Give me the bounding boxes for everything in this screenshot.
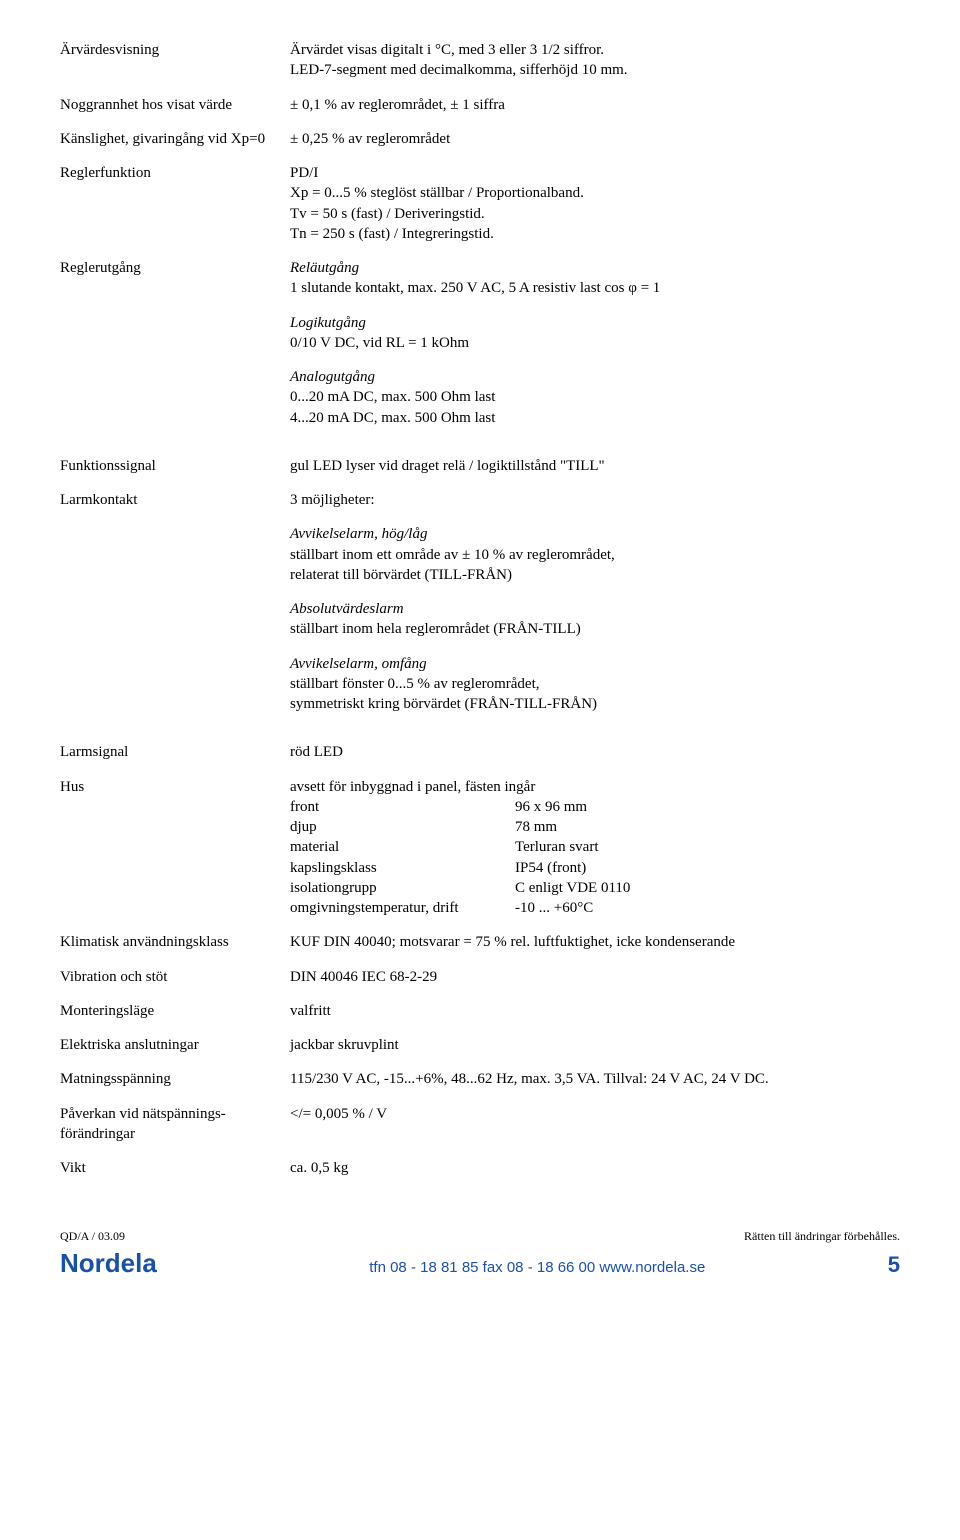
line: 0/10 V DC, vid RL = 1 kOhm	[290, 333, 900, 353]
subhead: Analogutgång	[290, 367, 900, 387]
subhead: Logikutgång	[290, 313, 900, 333]
value: Reläutgång 1 slutande kontakt, max. 250 …	[290, 258, 900, 442]
label: Funktionssignal	[60, 456, 290, 476]
key: front	[290, 797, 515, 817]
val: C enligt VDE 0110	[515, 878, 900, 898]
line: symmetriskt kring börvärdet (FRÅN-TILL-F…	[290, 694, 900, 714]
value: 3 möjligheter: Avvikelselarm, hög/låg st…	[290, 490, 900, 728]
line: 4...20 mA DC, max. 500 Ohm last	[290, 408, 900, 428]
val: 96 x 96 mm	[515, 797, 900, 817]
brand-logo: Nordela	[60, 1246, 157, 1281]
hus-subtable: front96 x 96 mm djup78 mm materialTerlur…	[290, 797, 900, 919]
value: Ärvärdet visas digitalt i °C, med 3 elle…	[290, 40, 900, 81]
label: Ärvärdesvisning	[60, 40, 290, 81]
val: Terluran svart	[515, 837, 900, 857]
line: Tv = 50 s (fast) / Deriveringstid.	[290, 204, 900, 224]
row-klimatisk: Klimatisk användningsklass KUF DIN 40040…	[60, 932, 900, 952]
value: DIN 40046 IEC 68-2-29	[290, 967, 900, 987]
key: material	[290, 837, 515, 857]
line: 3 möjligheter:	[290, 490, 900, 510]
row-paverkan: Påverkan vid nätspännings- förändringar …	[60, 1104, 900, 1145]
label: Reglerutgång	[60, 258, 290, 442]
label: Reglerfunktion	[60, 163, 290, 244]
line: ställbart fönster 0...5 % av reglerområd…	[290, 674, 900, 694]
subhead: Avvikelselarm, hög/låg	[290, 524, 900, 544]
row-noggrannhet: Noggrannhet hos visat värde ± 0,1 % av r…	[60, 95, 900, 115]
line: relaterat till börvärdet (TILL-FRÅN)	[290, 565, 900, 585]
line: 1 slutande kontakt, max. 250 V AC, 5 A r…	[290, 278, 900, 298]
value: ca. 0,5 kg	[290, 1158, 900, 1178]
subhead: Avvikelselarm, omfång	[290, 654, 900, 674]
line: Tn = 250 s (fast) / Integreringstid.	[290, 224, 900, 244]
val: 78 mm	[515, 817, 900, 837]
row-funktionssignal: Funktionssignal gul LED lyser vid draget…	[60, 456, 900, 476]
value: röd LED	[290, 742, 900, 762]
line: PD/I	[290, 163, 900, 183]
page-number: 5	[888, 1250, 900, 1280]
label: Vikt	[60, 1158, 290, 1178]
label: Vibration och stöt	[60, 967, 290, 987]
value: ± 0,1 % av reglerområdet, ± 1 siffra	[290, 95, 900, 115]
line: ställbart inom ett område av ± 10 % av r…	[290, 545, 900, 565]
line: Ärvärdet visas digitalt i °C, med 3 elle…	[290, 40, 900, 60]
row-reglerfunktion: Reglerfunktion PD/I Xp = 0...5 % steglös…	[60, 163, 900, 244]
label: Monteringsläge	[60, 1001, 290, 1021]
value: KUF DIN 40040; motsvarar = 75 % rel. luf…	[290, 932, 900, 952]
value: ± 0,25 % av reglerområdet	[290, 129, 900, 149]
contact-info: tfn 08 - 18 81 85 fax 08 - 18 66 00 www.…	[187, 1258, 888, 1278]
row-matning: Matningsspänning 115/230 V AC, -15...+6%…	[60, 1069, 900, 1089]
key: isolationgrupp	[290, 878, 515, 898]
label: Larmsignal	[60, 742, 290, 762]
value: avsett för inbyggnad i panel, fästen ing…	[290, 777, 900, 919]
label: Hus	[60, 777, 290, 919]
row-vikt: Vikt ca. 0,5 kg	[60, 1158, 900, 1178]
value: valfritt	[290, 1001, 900, 1021]
row-montering: Monteringsläge valfritt	[60, 1001, 900, 1021]
label: Känslighet, givaringång vid Xp=0	[60, 129, 290, 149]
footer-right: Rätten till ändringar förbehålles.	[744, 1228, 900, 1244]
value: PD/I Xp = 0...5 % steglöst ställbar / Pr…	[290, 163, 900, 244]
value: 115/230 V AC, -15...+6%, 48...62 Hz, max…	[290, 1069, 900, 1089]
val: IP54 (front)	[515, 858, 900, 878]
row-larmkontakt: Larmkontakt 3 möjligheter: Avvikelselarm…	[60, 490, 900, 728]
row-vibration: Vibration och stöt DIN 40046 IEC 68-2-29	[60, 967, 900, 987]
footer-bottom: Nordela tfn 08 - 18 81 85 fax 08 - 18 66…	[60, 1246, 900, 1281]
row-elektriska: Elektriska anslutningar jackbar skruvpli…	[60, 1035, 900, 1055]
label: Påverkan vid nätspännings- förändringar	[60, 1104, 290, 1145]
subhead: Absolutvärdeslarm	[290, 599, 900, 619]
val: -10 ... +60°C	[515, 898, 900, 918]
row-arvardesvisning: Ärvärdesvisning Ärvärdet visas digitalt …	[60, 40, 900, 81]
line: 0...20 mA DC, max. 500 Ohm last	[290, 387, 900, 407]
value: jackbar skruvplint	[290, 1035, 900, 1055]
subhead: Reläutgång	[290, 258, 900, 278]
value: gul LED lyser vid draget relä / logiktil…	[290, 456, 900, 476]
footer-top: QD/A / 03.09 Rätten till ändringar förbe…	[60, 1228, 900, 1244]
line: ställbart inom hela reglerområdet (FRÅN-…	[290, 619, 900, 639]
label: Noggrannhet hos visat värde	[60, 95, 290, 115]
label: Larmkontakt	[60, 490, 290, 728]
value: </= 0,005 % / V	[290, 1104, 900, 1145]
key: kapslingsklass	[290, 858, 515, 878]
line: LED-7-segment med decimalkomma, sifferhö…	[290, 60, 900, 80]
line: Xp = 0...5 % steglöst ställbar / Proport…	[290, 183, 900, 203]
row-larmsignal: Larmsignal röd LED	[60, 742, 900, 762]
label-line: Påverkan vid nätspännings-	[60, 1104, 290, 1124]
key: djup	[290, 817, 515, 837]
footer-left: QD/A / 03.09	[60, 1228, 125, 1244]
line: avsett för inbyggnad i panel, fästen ing…	[290, 777, 900, 797]
row-hus: Hus avsett för inbyggnad i panel, fästen…	[60, 777, 900, 919]
label: Matningsspänning	[60, 1069, 290, 1089]
row-reglerutgang: Reglerutgång Reläutgång 1 slutande konta…	[60, 258, 900, 442]
label: Klimatisk användningsklass	[60, 932, 290, 952]
label-line: förändringar	[60, 1124, 290, 1144]
key: omgivningstemperatur, drift	[290, 898, 515, 918]
row-kanslighet: Känslighet, givaringång vid Xp=0 ± 0,25 …	[60, 129, 900, 149]
label: Elektriska anslutningar	[60, 1035, 290, 1055]
